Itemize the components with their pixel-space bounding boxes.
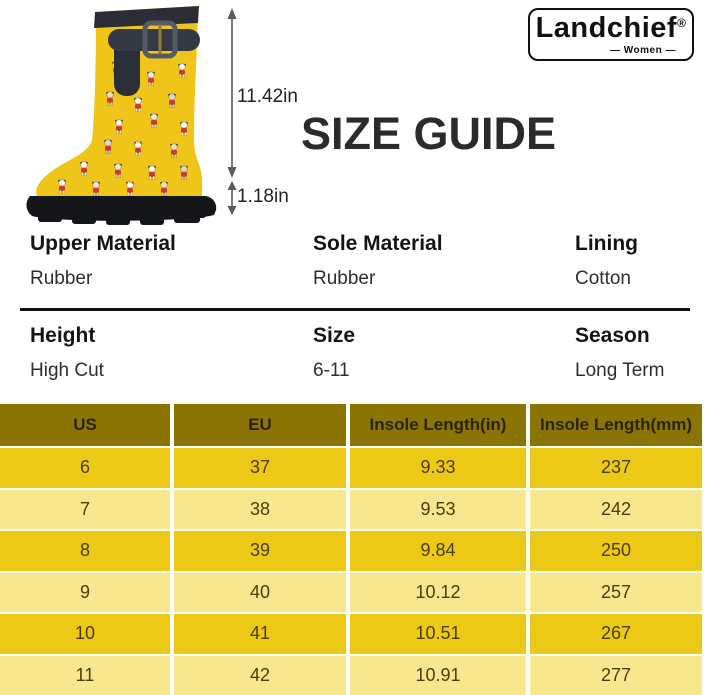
table-cell-eu: 39 [174, 531, 346, 571]
boot-sole [26, 196, 217, 225]
spec-value: Long Term [575, 360, 665, 381]
table-cell-mm: 237 [530, 448, 702, 488]
table-cell-mm: 250 [530, 531, 702, 571]
spec-value: 6-11 [313, 360, 350, 381]
spec-label: Upper Material [30, 232, 176, 255]
table-cell-us: 10 [0, 614, 170, 654]
table-cell-in: 10.12 [350, 572, 526, 612]
spec-value: Rubber [30, 268, 93, 289]
table-cell-us: 6 [0, 448, 170, 488]
col-header-insole-in: Insole Length(in) [350, 404, 526, 446]
spec-height: Height High Cut [30, 324, 104, 382]
spec-divider [20, 308, 690, 311]
spec-label: Sole Material [313, 232, 443, 255]
spec-value: High Cut [30, 360, 104, 381]
spec-lining: Lining Cotton [575, 232, 638, 290]
brand-logo: Landchief® — Women — [528, 8, 694, 61]
spec-value: Rubber [313, 268, 376, 289]
heel-height-label: 1.18in [237, 186, 289, 207]
size-table: US EU Insole Length(in) Insole Length(mm… [0, 404, 702, 695]
boot-illustration [26, 6, 217, 225]
col-header-insole-mm: Insole Length(mm) [530, 404, 702, 446]
page-title: SIZE GUIDE [301, 108, 557, 159]
table-cell-eu: 40 [174, 572, 346, 612]
spec-label: Height [30, 324, 96, 347]
table-cell-mm: 257 [530, 572, 702, 612]
spec-size: Size 6-11 [313, 324, 355, 382]
table-cell-eu: 37 [174, 448, 346, 488]
table-cell-mm: 277 [530, 655, 702, 695]
table-cell-eu: 38 [174, 489, 346, 529]
brand-name: Landchief® [530, 14, 692, 43]
spec-label: Lining [575, 232, 638, 255]
shaft-height-arrow-icon [227, 8, 237, 178]
table-cell-us: 11 [0, 655, 170, 695]
table-cell-in: 10.51 [350, 614, 526, 654]
col-header-us: US [0, 404, 170, 446]
table-cell-eu: 42 [174, 655, 346, 695]
spec-label: Season [575, 324, 650, 347]
table-cell-us: 7 [0, 489, 170, 529]
table-cell-mm: 267 [530, 614, 702, 654]
heel-height-arrow-icon [227, 181, 237, 215]
table-cell-us: 9 [0, 572, 170, 612]
registered-mark: ® [677, 16, 687, 30]
table-cell-us: 8 [0, 531, 170, 571]
table-cell-in: 10.91 [350, 655, 526, 695]
spec-season: Season Long Term [575, 324, 664, 382]
dimension-arrows [227, 8, 237, 215]
table-cell-mm: 242 [530, 489, 702, 529]
spec-upper-material: Upper Material Rubber [30, 232, 176, 290]
spec-label: Size [313, 324, 356, 347]
table-cell-in: 9.53 [350, 489, 526, 529]
brand-subtitle: — Women — [610, 45, 676, 56]
shaft-height-label: 11.42in [237, 86, 298, 107]
spec-sole-material: Sole Material Rubber [313, 232, 443, 290]
boot-buckle [108, 20, 200, 96]
table-cell-in: 9.33 [350, 448, 526, 488]
spec-value: Cotton [575, 268, 631, 289]
brand-wordmark: Landchief [535, 12, 678, 44]
table-cell-eu: 41 [174, 614, 346, 654]
table-cell-in: 9.84 [350, 531, 526, 571]
col-header-eu: EU [174, 404, 346, 446]
